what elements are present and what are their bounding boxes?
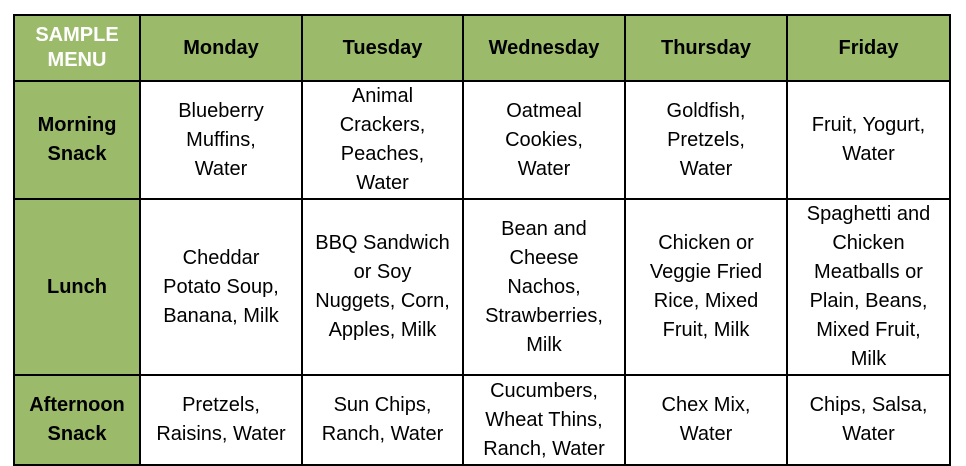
row-label-afternoon-snack: Afternoon Snack (13, 374, 141, 466)
menu-cell: Chips, Salsa, Water (786, 374, 951, 466)
day-header-monday: Monday (139, 14, 303, 82)
table-row-afternoon-snack: Afternoon Snack Pretzels, Raisins, Water… (13, 374, 951, 466)
table-row-lunch: Lunch Cheddar Potato Soup, Banana, Milk … (13, 198, 951, 376)
menu-cell: Pretzels, Raisins, Water (139, 374, 303, 466)
menu-cell: Blueberry Muffins, Water (139, 80, 303, 200)
day-header-tuesday: Tuesday (301, 14, 464, 82)
header-row: SAMPLE MENU Monday Tuesday Wednesday Thu… (13, 14, 951, 82)
day-header-wednesday: Wednesday (462, 14, 626, 82)
sample-menu-table: SAMPLE MENU Monday Tuesday Wednesday Thu… (13, 14, 951, 466)
menu-cell: Bean and Cheese Nachos, Strawberries, Mi… (462, 198, 626, 376)
menu-cell: Sun Chips, Ranch, Water (301, 374, 464, 466)
menu-cell: Oatmeal Cookies, Water (462, 80, 626, 200)
menu-cell: Fruit, Yogurt, Water (786, 80, 951, 200)
menu-cell: BBQ Sandwich or Soy Nuggets, Corn, Apple… (301, 198, 464, 376)
menu-cell: Chex Mix, Water (624, 374, 788, 466)
row-label-morning-snack: Morning Snack (13, 80, 141, 200)
day-header-thursday: Thursday (624, 14, 788, 82)
corner-label: SAMPLE MENU (13, 14, 141, 82)
day-header-friday: Friday (786, 14, 951, 82)
row-label-lunch: Lunch (13, 198, 141, 376)
menu-cell: Cucumbers, Wheat Thins, Ranch, Water (462, 374, 626, 466)
menu-cell: Cheddar Potato Soup, Banana, Milk (139, 198, 303, 376)
menu-cell: Animal Crackers, Peaches, Water (301, 80, 464, 200)
menu-cell: Chicken or Veggie Fried Rice, Mixed Frui… (624, 198, 788, 376)
menu-cell: Goldfish, Pretzels, Water (624, 80, 788, 200)
table-row-morning-snack: Morning Snack Blueberry Muffins, Water A… (13, 80, 951, 200)
menu-cell: Spaghetti and Chicken Meatballs or Plain… (786, 198, 951, 376)
